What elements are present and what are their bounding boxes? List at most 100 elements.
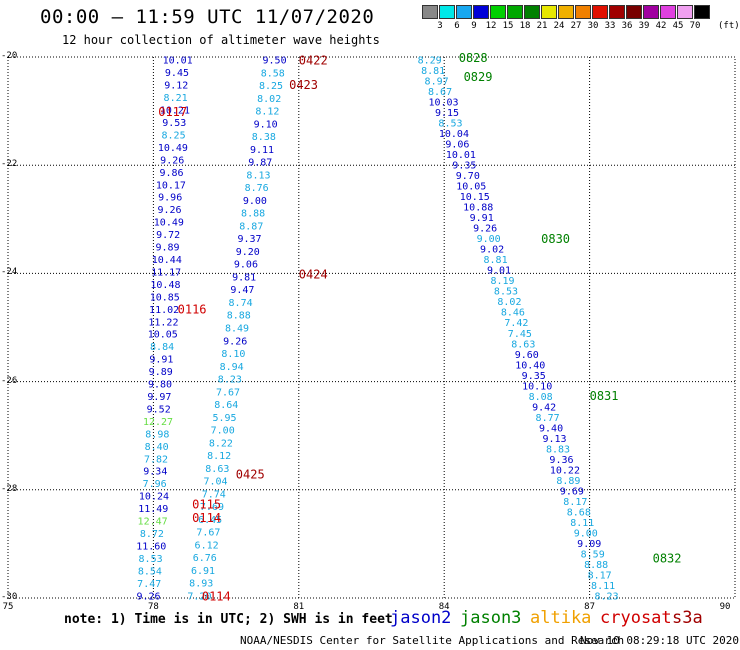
wave-height-value: 7.04	[203, 477, 227, 488]
generated-timestamp: Nov 10 08:29:18 UTC 2020	[580, 634, 739, 647]
wave-height-value: 10.24	[139, 492, 169, 503]
wave-height-value: 9.47	[230, 285, 254, 296]
wave-height-value: 9.91	[149, 355, 173, 366]
legend-swatch	[626, 5, 642, 19]
wave-height-value: 9.52	[147, 404, 171, 415]
wave-height-value: 8.88	[241, 209, 265, 220]
wave-height-value: 8.68	[567, 507, 591, 518]
wave-height-value: 9.97	[147, 392, 171, 403]
legend-bin-label: 21	[536, 21, 548, 31]
wave-height-value: 9.40	[539, 423, 563, 434]
wave-height-value: 7.96	[143, 479, 167, 490]
wave-height-value: 11.22	[148, 317, 178, 328]
wave-height-value: 8.58	[261, 68, 285, 79]
wave-height-value: 10.88	[463, 203, 493, 214]
wave-height-value: 9.01	[487, 266, 511, 277]
wave-height-value: 8.98	[145, 429, 169, 440]
wave-height-value: 9.91	[470, 213, 494, 224]
wave-height-value: 10.48	[150, 280, 180, 291]
wave-height-value: 8.76	[245, 183, 269, 194]
wave-height-value: 7.42	[504, 318, 528, 329]
legend-swatch	[558, 5, 574, 19]
wave-height-value: 9.69	[560, 486, 584, 497]
longitude-label: 81	[293, 602, 305, 612]
map-frame	[7, 56, 736, 599]
wave-height-value: 8.38	[252, 132, 276, 143]
wave-height-value: 8.94	[220, 362, 244, 373]
legend-swatch	[473, 5, 489, 19]
wave-height-value: 9.20	[236, 247, 260, 258]
wave-height-value: 8.53	[438, 119, 462, 130]
wave-height-value: 9.06	[445, 140, 469, 151]
legend-bin-label: 18	[519, 21, 531, 31]
wave-height-value: 8.97	[425, 77, 449, 88]
wave-height-value: 9.10	[254, 119, 278, 130]
latitude-label: -20	[1, 51, 18, 61]
wave-height-value: 7.67	[216, 387, 240, 398]
wave-height-value: 10.21	[160, 106, 190, 117]
pass-time-label: 0114	[192, 511, 221, 525]
legend-swatch	[660, 5, 676, 19]
pass-time-label: 0425	[236, 468, 265, 482]
wave-height-value: 10.85	[150, 292, 180, 303]
wave-height-value: 6.45	[198, 515, 222, 526]
wave-height-value: 8.17	[588, 570, 612, 581]
wave-height-value: 9.60	[515, 350, 539, 361]
wave-height-value: 8.02	[257, 94, 281, 105]
wave-height-value: 6.12	[195, 540, 219, 551]
wave-height-value: 8.88	[227, 311, 251, 322]
legend-bin-label: 42	[655, 21, 667, 31]
wave-height-value: 9.87	[248, 158, 272, 169]
wave-height-value: 8.08	[529, 392, 553, 403]
pass-time-label: 0832	[653, 551, 682, 565]
wave-height-value: 11.60	[136, 541, 166, 552]
legend-bin-label: 24	[553, 21, 565, 31]
latitude-label: -24	[1, 267, 18, 278]
wave-height-value: 6.91	[191, 566, 215, 577]
wave-height-value: 7.47	[137, 579, 161, 590]
wave-height-value: 7.69	[200, 502, 224, 513]
wave-height-value: 8.29	[418, 56, 442, 67]
wave-height-value: 9.72	[156, 230, 180, 241]
wave-height-legend	[422, 5, 711, 19]
wave-height-value: 8.12	[207, 451, 231, 462]
wave-height-value: 10.10	[522, 381, 552, 392]
wave-height-value: 8.10	[221, 349, 245, 360]
wave-height-value: 10.05	[148, 330, 178, 341]
wave-height-value: 6.76	[193, 553, 217, 564]
longitude-label: 75	[2, 602, 14, 612]
longitude-label: 90	[719, 602, 731, 612]
wave-height-value: 10.22	[550, 465, 580, 476]
legend-swatch	[524, 5, 540, 19]
legend-swatch	[677, 5, 693, 19]
legend-bin-label: 27	[570, 21, 582, 31]
legend-bin-label: 3	[437, 21, 443, 31]
wave-height-value: 9.06	[234, 260, 258, 271]
wave-height-value: 8.74	[229, 298, 253, 309]
wave-height-value: 7.20	[187, 591, 211, 602]
wave-height-value: 9.00	[477, 234, 501, 245]
wave-height-value: 9.35	[522, 371, 546, 382]
wave-height-value: 8.46	[501, 308, 525, 319]
wave-height-value: 8.11	[591, 581, 615, 592]
wave-height-value: 11.17	[151, 267, 181, 278]
wave-height-value: 8.54	[138, 566, 162, 577]
wave-height-value: 10.49	[158, 143, 188, 154]
wave-height-value: 8.67	[428, 87, 452, 98]
wave-height-value: 8.19	[490, 276, 514, 287]
map-title: 00:00 – 11:59 UTC 11/07/2020	[40, 6, 375, 28]
wave-height-value: 8.84	[150, 342, 174, 353]
wave-height-value: 8.53	[139, 554, 163, 565]
wave-height-value: 8.25	[259, 81, 283, 92]
latitude-label: -22	[1, 159, 18, 170]
wave-height-value: 9.26	[223, 336, 247, 347]
wave-height-value: 8.88	[584, 560, 608, 571]
pass-time-label: 0423	[289, 78, 318, 92]
wave-height-value: 9.45	[165, 68, 189, 79]
wave-height-value: 7.82	[144, 454, 168, 465]
wave-height-value: 9.26	[157, 205, 181, 216]
wave-height-value: 8.49	[225, 324, 249, 335]
wave-height-value: 8.64	[214, 400, 238, 411]
latitude-label: -26	[1, 375, 18, 386]
